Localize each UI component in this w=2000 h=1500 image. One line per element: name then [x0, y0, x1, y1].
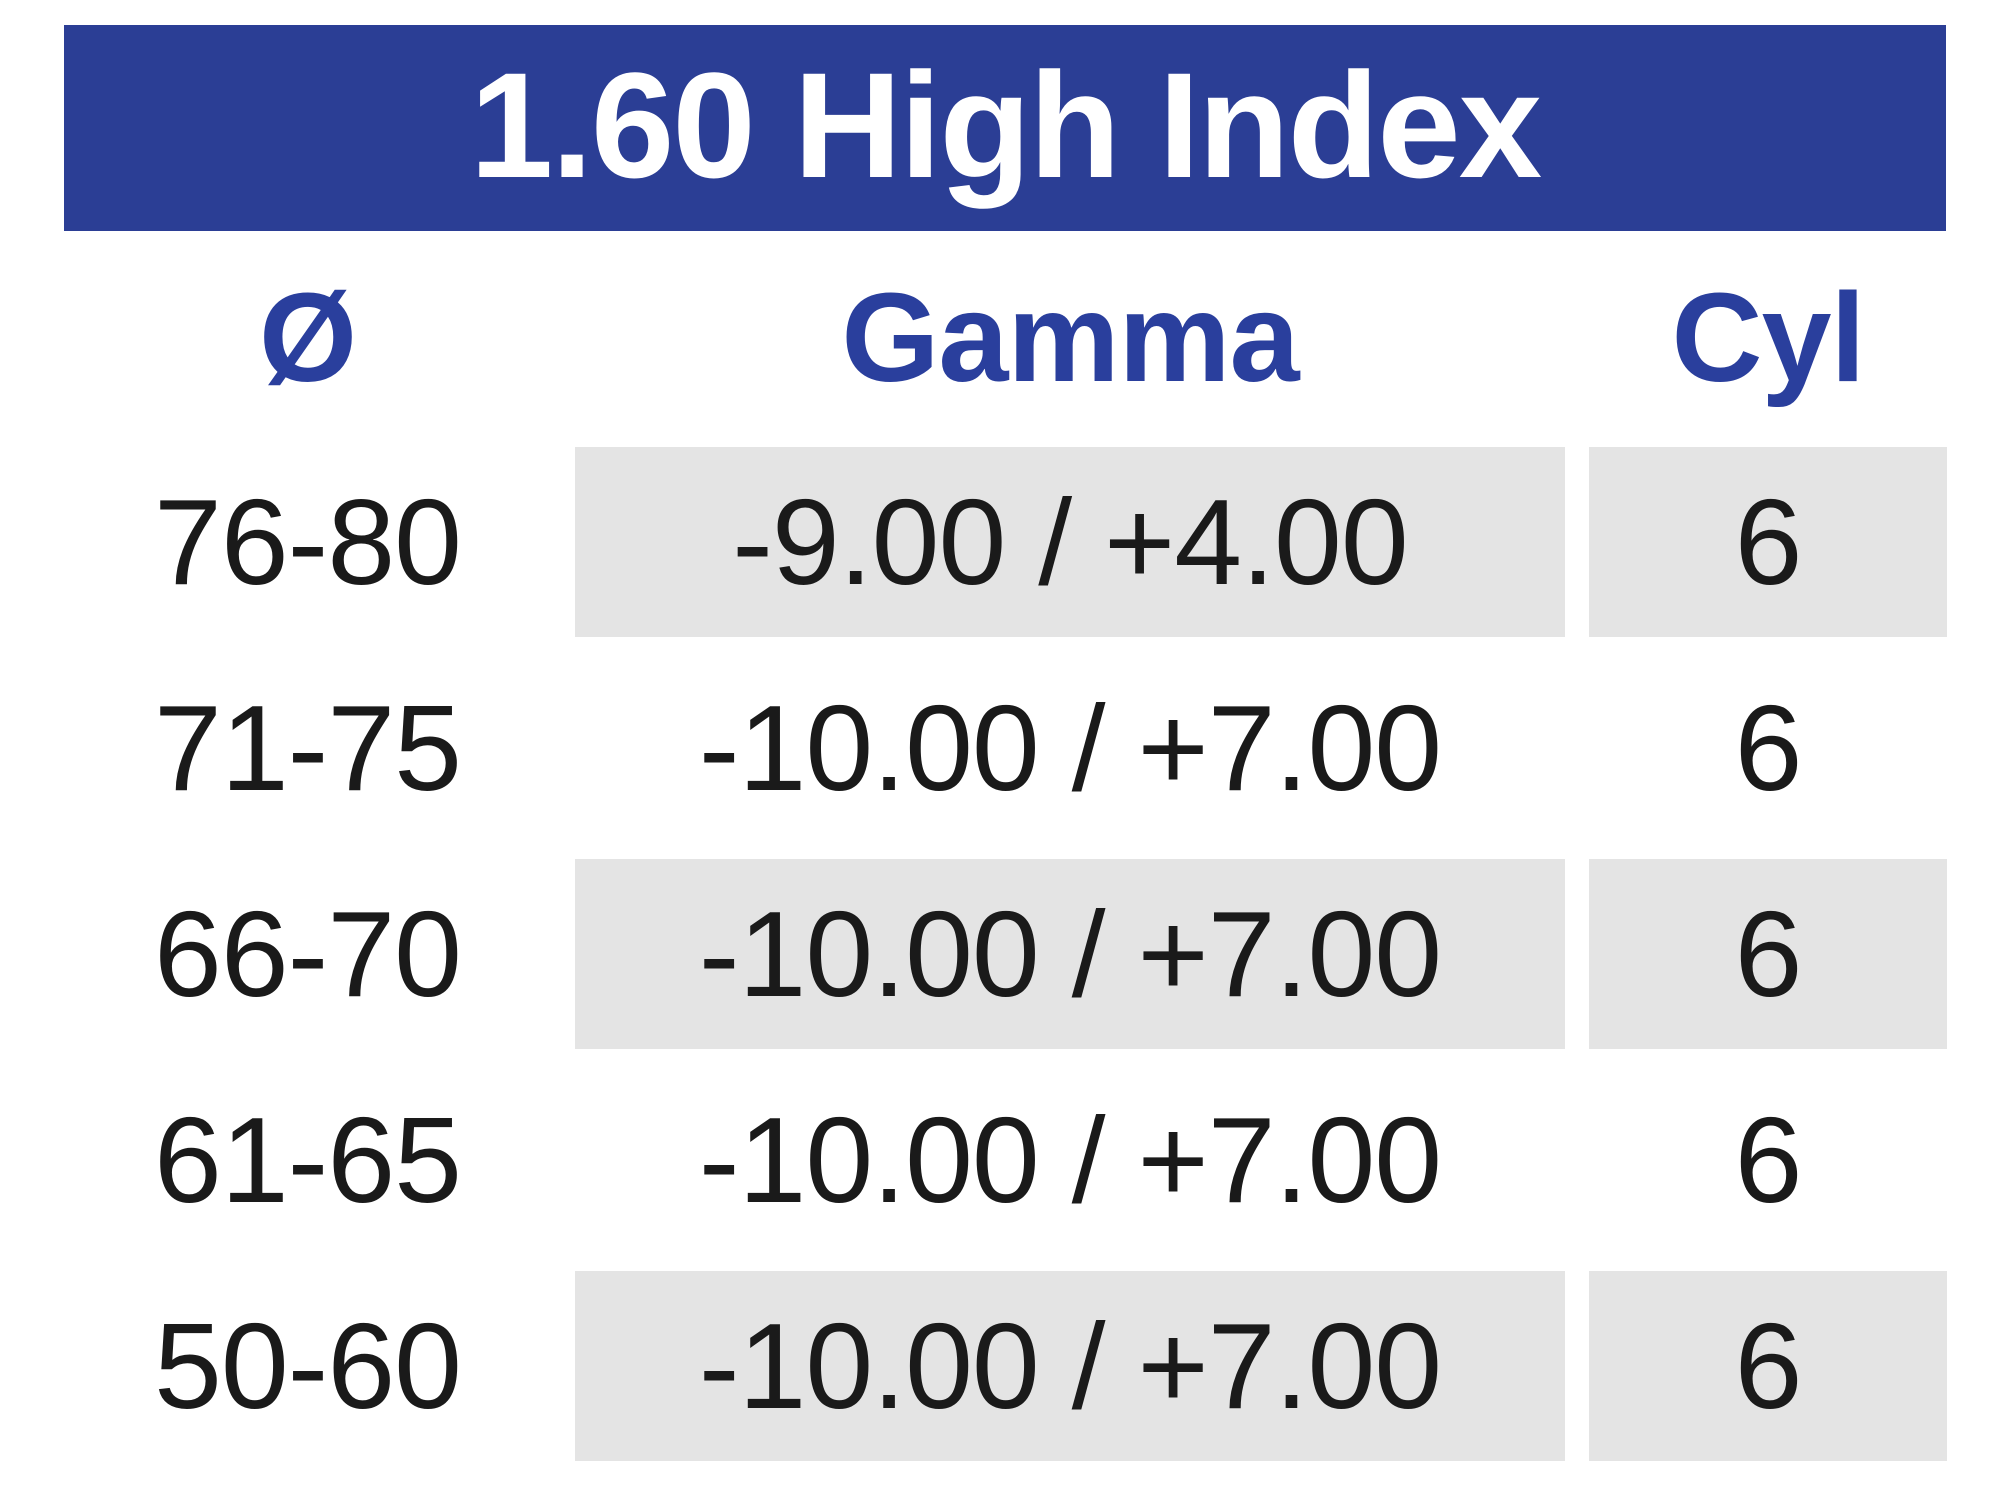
cyl-cell: 6	[1734, 1092, 1803, 1228]
gamma-range-cell: -10.00 / +7.00	[575, 859, 1565, 1049]
diameter-cell: 76-80	[153, 474, 462, 610]
diameter-cell: 61-65	[153, 1092, 462, 1228]
cyl-cell: 6	[1589, 859, 1947, 1049]
column-header-gamma: Gamma	[841, 266, 1299, 408]
gamma-range-cell: -10.00 / +7.00	[575, 1271, 1565, 1461]
cyl-cell: 6	[1734, 680, 1803, 816]
diameter-cell: 66-70	[153, 886, 462, 1022]
lens-availability-table: 1.60 High Index Ø Gamma Cyl 76-80 -9.00 …	[64, 25, 1947, 1461]
gamma-range-cell: -10.00 / +7.00	[698, 1092, 1442, 1228]
gamma-range-cell: -10.00 / +7.00	[698, 680, 1442, 816]
diameter-cell: 71-75	[153, 680, 462, 816]
diameter-cell: 50-60	[153, 1298, 462, 1434]
cyl-cell: 6	[1589, 447, 1947, 637]
table-grid: Ø Gamma Cyl 76-80 -9.00 / +4.00 6 71-75 …	[64, 243, 1947, 1461]
table-title-banner: 1.60 High Index	[64, 25, 1946, 231]
column-header-cyl: Cyl	[1671, 266, 1865, 408]
gamma-range-cell: -9.00 / +4.00	[575, 447, 1565, 637]
table-title: 1.60 High Index	[469, 41, 1542, 209]
column-header-diameter: Ø	[258, 266, 357, 408]
cyl-cell: 6	[1589, 1271, 1947, 1461]
